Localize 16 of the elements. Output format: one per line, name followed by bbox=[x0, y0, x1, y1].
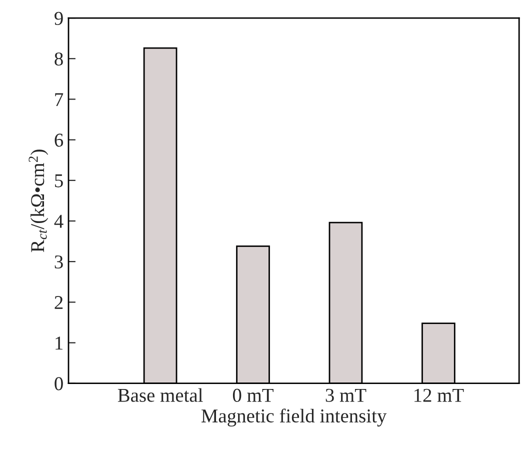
y-tick-label: 3 bbox=[54, 255, 63, 269]
x-tick-label: Base metal bbox=[118, 388, 203, 402]
x-tick-label: 12 mT bbox=[414, 388, 464, 402]
y-tick-label: 2 bbox=[54, 296, 63, 309]
y-tick-label: 5 bbox=[55, 174, 63, 188]
y-tick-label: 7 bbox=[55, 93, 64, 106]
y-tick-label: 9 bbox=[54, 12, 63, 25]
x-tick-label: 0 mT bbox=[232, 388, 274, 402]
y-tick-label: 8 bbox=[54, 52, 63, 66]
y-axis-title: R$_{ct}$/(kΩ•cm$^{2}$) bbox=[28, 150, 48, 252]
y-tick-label: 0 bbox=[54, 377, 63, 390]
x-tick-label: 3 mT bbox=[326, 388, 366, 402]
y-tick-label: 4 bbox=[54, 214, 64, 228]
y-tick-label: 6 bbox=[54, 134, 64, 147]
x-axis-title: Magnetic field intensity bbox=[201, 408, 387, 427]
y-tick-label: 1 bbox=[56, 336, 62, 350]
